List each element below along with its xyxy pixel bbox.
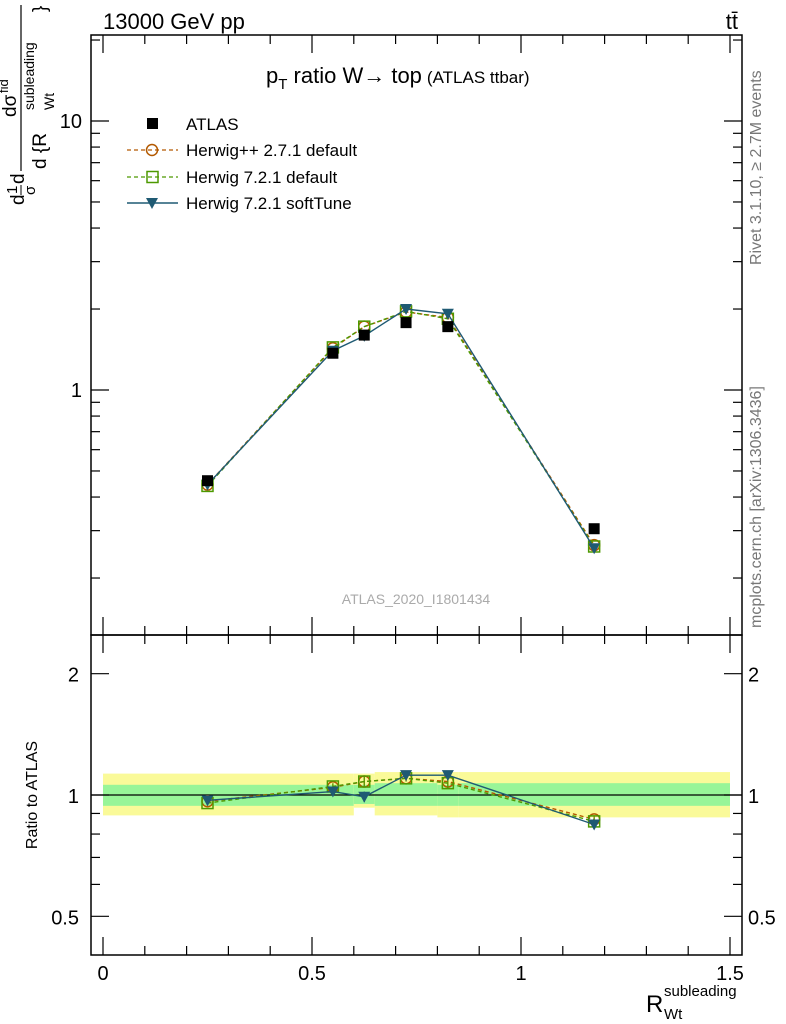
main-point-data (588, 523, 600, 535)
main-line-square (206, 310, 595, 547)
legend-herwig721-default-label: Herwig 7.2.1 default (186, 168, 337, 187)
xlabel-main: R (646, 991, 663, 1018)
ratio-ytick-label-right: 0.5 (748, 907, 776, 929)
source-label: mcplots.cern.ch [arXiv:1306.3436] (748, 386, 765, 628)
ratio-ylabel: Ratio to ATLAS (24, 741, 41, 849)
ratio-point-triangle (588, 819, 601, 831)
main-ytick-label: 1 (71, 380, 82, 402)
ratio-point-triangle (441, 770, 454, 782)
ratio-ytick-label-right: 2 (748, 665, 759, 687)
legend-herwig721-default-marker (146, 170, 159, 184)
ratio-point-triangle (358, 791, 371, 803)
legend-herwigpp-marker (145, 143, 159, 157)
main-ytick-label: 10 (60, 111, 82, 133)
main-point-data (400, 317, 412, 329)
main-point-data (327, 347, 339, 359)
xlabel-sub: Wt (664, 1006, 683, 1023)
xtick-label: 1 (515, 963, 526, 985)
title-rest: ratio W (287, 63, 363, 88)
main-line-triangle (206, 308, 595, 549)
legend: ATLAS Herwig++ 2.7.1 default Herwig 7.2.… (127, 115, 357, 213)
main-point-data (442, 321, 454, 333)
main-ticks: 1 10 (60, 35, 742, 635)
main-point-data (358, 329, 370, 341)
ratio-line-square (207, 777, 595, 823)
title-small: (ATLAS ttbar) (427, 68, 530, 87)
final-state-label: tt̄ (726, 9, 738, 34)
legend-atlas-marker (147, 118, 158, 129)
ratio-ytick-label: 0.5 (51, 907, 79, 929)
xtick-label: 0 (97, 963, 108, 985)
ylabel-fid: fid (0, 79, 11, 93)
ratio-ytick-label: 2 (68, 665, 79, 687)
ylabel-sub: Wt (41, 93, 57, 110)
ylabel-sigma: σ (22, 185, 39, 195)
main-point-triangle (441, 308, 454, 320)
ylabel-sup: subleading (21, 42, 37, 110)
rivet-label: Rivet 3.1.10, ≥ 2.7M events (748, 70, 765, 265)
main-point-triangle (400, 304, 413, 316)
ratio-line-triangle (207, 774, 595, 826)
ylabel-brace: } (30, 6, 51, 12)
ratio-point-triangle (326, 786, 339, 798)
ylabel-d3: d {R (30, 133, 51, 169)
xtick-label: 1.5 (716, 963, 744, 985)
ratio-ticks: 0.5 0.5 1 1 2 2 0 0.5 1 1.5 (51, 635, 776, 985)
ratio-point-triangle (400, 770, 413, 782)
ylabel-one: 1 (4, 186, 21, 194)
ratio-ytick-label-right: 1 (748, 786, 759, 808)
title-arrow: → (363, 63, 385, 88)
plot-title: pT ratio W→ top (ATLAS ttbar) (266, 63, 530, 93)
ylabel-d1: d (8, 194, 29, 205)
ylabel-dsigma: dσ (0, 94, 21, 117)
ratio-ytick-label: 1 (68, 786, 79, 808)
ylabel-d2: d (8, 173, 29, 184)
main-point-triangle (588, 543, 601, 555)
ratio-point-square (358, 775, 371, 788)
process-label: 13000 GeV pp (103, 9, 245, 34)
main-point-data (202, 475, 213, 487)
ratio-point-triangle (201, 795, 214, 807)
analysis-watermark: ATLAS_2020_I1801434 (342, 591, 491, 607)
xtick-label: 0.5 (298, 963, 326, 985)
main-line-circle (206, 311, 595, 546)
ratio-series-layer (201, 770, 601, 831)
legend-herwig721-softtune-marker (146, 198, 158, 209)
main-series-layer (201, 304, 601, 555)
legend-herwig721-softtune-label: Herwig 7.2.1 softTune (186, 194, 352, 213)
xlabel-sup: subleading (664, 983, 737, 1000)
title-top: top (385, 63, 422, 88)
x-axis-label: R subleading Wt (646, 983, 737, 1023)
title-sub: T (278, 76, 287, 93)
legend-herwigpp-label: Herwig++ 2.7.1 default (186, 141, 357, 160)
title-p: p (266, 63, 278, 88)
legend-atlas-label: ATLAS (186, 115, 239, 134)
main-ylabel: d 1 σ d dσ fid d {R subleading Wt } (0, 5, 57, 205)
